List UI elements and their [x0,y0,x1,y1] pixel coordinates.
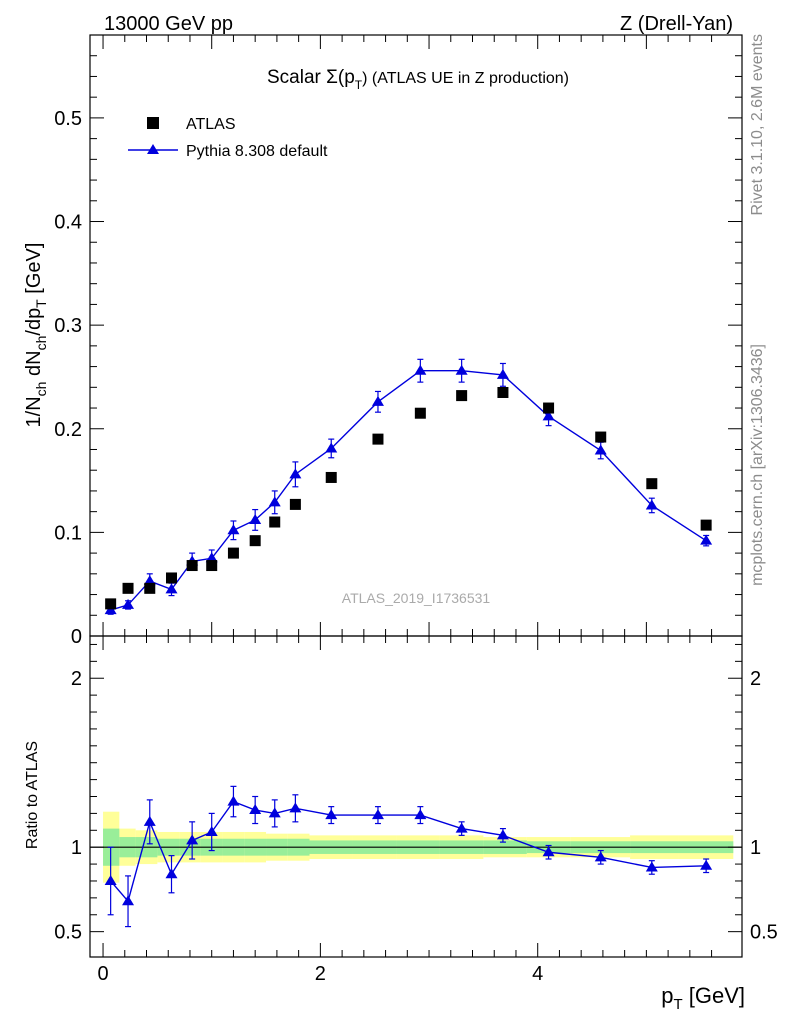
pythia-point [371,395,384,406]
ratio-y-tick-label-right: 2 [750,668,761,690]
ratio-y-tick-label: 0.5 [54,922,82,944]
pythia-point [143,575,156,586]
atlas-point [105,598,117,610]
process-label: Z (Drell-Yan) [620,13,733,35]
pythia-point [542,410,555,421]
pythia-point [496,368,509,379]
ratio-point [645,861,658,872]
ratio-point [325,809,338,820]
main-y-tick-label: 0.3 [54,315,82,337]
pythia-point [289,468,302,479]
energy-label: 13000 GeV pp [104,13,233,35]
ratio-point [371,809,384,820]
x-tick-label: 0 [97,963,108,985]
ratio-point [496,829,509,840]
ratio-point [165,868,178,879]
pythia-point [165,583,178,594]
main-y-tick-label: 0 [71,626,82,648]
ratio-panel-frame [89,635,743,958]
pythia-point [645,499,658,510]
ratio-point [700,859,713,870]
x-tick-label: 2 [315,963,326,985]
atlas-point [289,498,301,510]
main-y-axis-label: 1/Nch dNch/dpT [GeV] [23,243,49,428]
ratio-panel-axes: 0.5 0.5 1 1 2 2 0 2 4 [54,636,778,985]
legend: ATLAS Pythia 8.308 default [128,116,328,160]
legend-atlas-marker [147,117,159,129]
atlas-point [543,402,555,414]
atlas-point [144,582,156,594]
ratio-point [542,846,555,857]
pythia-point [205,552,218,563]
pythia-point [122,598,135,609]
rivet-version-label: Rivet 3.1.10, 2.6M events [749,34,766,215]
ratio-y-axis-label: Ratio to ATLAS [24,741,41,849]
atlas-point [206,560,218,572]
atlas-point [325,471,337,483]
legend-pythia-marker [147,144,159,154]
atlas-point [414,407,426,419]
x-axis-label: pT [GeV] [661,983,745,1013]
main-y-tick-label: 0.2 [54,419,82,441]
pythia-point [268,496,281,507]
ratio-point [104,874,117,885]
atlas-point [122,582,134,594]
atlas-point [497,386,509,398]
pythia-curve [110,370,707,611]
pythia-point [455,364,468,375]
pythia-point [325,442,338,453]
ratio-point [122,895,135,906]
pythia-point [594,444,607,455]
atlas-point [700,519,712,531]
atlas-point [227,547,239,559]
ratio-y-tick-label-right: 1 [750,837,761,859]
ratio-point [186,834,199,845]
main-y-tick-label: 0.1 [54,522,82,544]
ratio-point [143,815,156,826]
ratio-panel-marks [104,785,713,928]
legend-pythia-label: Pythia 8.308 default [186,143,328,160]
main-y-tick-label: 0.4 [54,212,82,234]
main-panel-marks [104,358,713,615]
atlas-point [456,390,468,402]
legend-atlas-label: ATLAS [186,116,236,133]
main-y-tick-label: 0.5 [54,108,82,130]
mcplots-reference-label: mcplots.cern.ch [arXiv:1306.3436] [749,344,766,586]
atlas-point [249,535,261,547]
atlas-point [595,431,607,443]
atlas-point [186,560,198,572]
ratio-y-tick-label: 1 [71,837,82,859]
ratio-point [414,809,427,820]
atlas-point [269,516,281,528]
ratio-y-tick-label: 2 [71,668,82,690]
analysis-id-watermark: ATLAS_2019_I1736531 [342,590,491,606]
pythia-point [249,513,262,524]
ratio-point [227,795,240,806]
ratio-point [289,802,302,813]
atlas-point [372,433,384,445]
atlas-point [166,572,177,584]
ratio-y-tick-label-right: 0.5 [750,922,778,944]
ratio-point [268,807,281,818]
ratio-point [249,804,262,815]
main-panel-axes: 0 0.1 0.2 0.3 0.4 0.5 [54,35,742,648]
ratio-point [205,825,218,836]
ratio-point [594,851,607,862]
pythia-point [227,524,240,535]
pythia-point [700,534,713,545]
x-tick-label: 4 [532,963,543,985]
atlas-point [646,478,658,490]
main-title: Scalar Σ(pT) (ATLAS UE in Z production) [267,67,569,92]
pythia-point [414,364,427,375]
ratio-point [455,822,468,833]
